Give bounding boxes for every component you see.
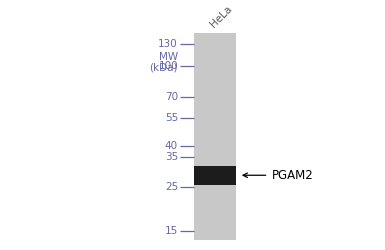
Bar — [194, 32, 236, 240]
Text: 25: 25 — [165, 182, 178, 192]
Text: MW
(kDa): MW (kDa) — [149, 52, 178, 73]
Text: HeLa: HeLa — [208, 4, 234, 29]
Text: 70: 70 — [165, 92, 178, 102]
Text: 130: 130 — [158, 39, 178, 49]
Text: 100: 100 — [158, 62, 178, 72]
Bar — [194, 166, 236, 185]
Text: 40: 40 — [165, 141, 178, 151]
Text: 55: 55 — [165, 113, 178, 123]
Text: 35: 35 — [165, 152, 178, 162]
Text: 15: 15 — [165, 226, 178, 236]
Text: PGAM2: PGAM2 — [271, 169, 313, 182]
